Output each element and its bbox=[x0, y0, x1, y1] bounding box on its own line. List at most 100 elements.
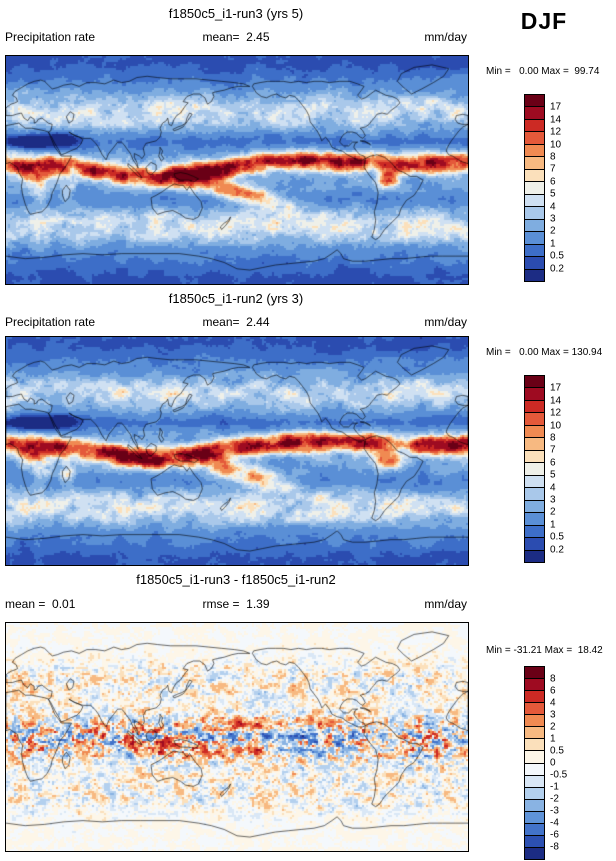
colorbar-tick-label: -0.5 bbox=[550, 769, 568, 781]
colorbar-segment bbox=[525, 106, 544, 119]
colorbar-segment bbox=[525, 449, 544, 463]
colorbar-segment bbox=[525, 810, 544, 823]
colorbar-tick-label: 6 bbox=[550, 176, 556, 188]
colorbar-tick-label: -1 bbox=[550, 781, 559, 793]
colorbar-segment bbox=[525, 487, 544, 500]
colorbar-segment bbox=[525, 424, 544, 438]
colorbar-tick-label: -4 bbox=[550, 817, 559, 829]
colorbar-tick-label: 1 bbox=[550, 519, 556, 531]
colorbar-segment bbox=[525, 256, 544, 269]
colorbar-segment bbox=[525, 231, 544, 244]
colorbar-tick-label: 8 bbox=[550, 432, 556, 444]
colorbar-segment bbox=[525, 834, 544, 847]
map-canvas-run3 bbox=[6, 56, 468, 284]
panel-2-mean-label: mean= 2.44 bbox=[202, 315, 270, 329]
colorbar-tick-label: 2 bbox=[550, 506, 556, 518]
panel-2-variable-label: Precipitation rate bbox=[5, 315, 96, 329]
colorbar-segment bbox=[525, 156, 544, 169]
colorbar-tick-label: 12 bbox=[550, 126, 562, 138]
colorbar-tick-label: -6 bbox=[550, 829, 559, 841]
panel-3-title: f1850c5_i1-run3 - f1850c5_i1-run2 bbox=[136, 572, 336, 587]
colorbar-tick-label: 0 bbox=[550, 757, 556, 769]
colorbar-tick-label: 1 bbox=[550, 238, 556, 250]
colorbar-tick-label: 7 bbox=[550, 444, 556, 456]
colorbar-segment bbox=[525, 118, 544, 132]
colorbar-tick-label: -2 bbox=[550, 793, 559, 805]
colorbar-tick-label: 7 bbox=[550, 163, 556, 175]
season-label: DJF bbox=[520, 8, 568, 34]
colorbar-tick-label: 3 bbox=[550, 494, 556, 506]
colorbar-segment bbox=[525, 376, 544, 388]
colorbar-tick-label: 2 bbox=[550, 225, 556, 237]
panel-1-map bbox=[5, 55, 469, 285]
map-canvas-difference bbox=[6, 623, 468, 851]
colorbar-segment bbox=[525, 387, 544, 400]
colorbar-tick-label: 8 bbox=[550, 151, 556, 163]
colorbar-tick-label: 4 bbox=[550, 697, 556, 709]
colorbar-tick-label: 14 bbox=[550, 395, 562, 407]
colorbar bbox=[524, 94, 545, 282]
colorbar-labels: 17 14 12 10 8 7 6 5 4 3 2 1 0.5 0.2 bbox=[550, 376, 586, 562]
panel-1-variable-label: Precipitation rate bbox=[5, 30, 96, 44]
colorbar-segment bbox=[525, 678, 544, 691]
colorbar-tick-label: 4 bbox=[550, 482, 556, 494]
colorbar-segment bbox=[525, 206, 544, 219]
panel-1-range-label: Min = 0.00 Max = 99.74 bbox=[486, 66, 600, 77]
colorbar-segment bbox=[525, 193, 544, 207]
panel-2-range-label: Min = 0.00 Max = 130.94 bbox=[486, 347, 603, 358]
colorbar-segment bbox=[525, 537, 544, 550]
panel-3-rmse-label: rmse = 1.39 bbox=[202, 597, 270, 611]
colorbar-segment bbox=[525, 786, 544, 799]
colorbar bbox=[524, 666, 545, 860]
colorbar-labels: 8 6 4 3 2 1 0.5 0 -0.5 -1 -2 -3 -4 -6 -8 bbox=[550, 667, 586, 859]
colorbar-tick-label: 0.5 bbox=[550, 250, 564, 262]
colorbar-tick-label: 8 bbox=[550, 673, 556, 685]
colorbar-segment bbox=[525, 168, 544, 182]
colorbar-segment bbox=[525, 702, 544, 715]
colorbar-segment bbox=[525, 412, 544, 425]
colorbar-tick-label: 17 bbox=[550, 382, 562, 394]
panel-2-title: f1850c5_i1-run2 (yrs 3) bbox=[168, 291, 304, 306]
panel-3-map bbox=[5, 622, 469, 852]
colorbar-tick-label: 1 bbox=[550, 733, 556, 745]
map-canvas-run2 bbox=[6, 337, 468, 565]
colorbar-segment bbox=[525, 714, 544, 727]
panel-3-mean-label: mean = 0.01 bbox=[5, 597, 76, 611]
colorbar-tick-label: 2 bbox=[550, 721, 556, 733]
colorbar-segment bbox=[525, 846, 544, 859]
colorbar-segment bbox=[525, 95, 544, 107]
colorbar-tick-label: 0.5 bbox=[550, 745, 564, 757]
colorbar-tick-label: 4 bbox=[550, 201, 556, 213]
colorbar-tick-label: -3 bbox=[550, 805, 559, 817]
colorbar-tick-label: 5 bbox=[550, 469, 556, 481]
colorbar-segment bbox=[525, 131, 544, 144]
colorbar-segment bbox=[525, 143, 544, 157]
colorbar-segment bbox=[525, 822, 544, 835]
panel-2-units-label: mm/day bbox=[424, 315, 467, 329]
colorbar-segment bbox=[525, 762, 544, 775]
colorbar-segment bbox=[525, 738, 544, 751]
colorbar-segment bbox=[525, 774, 544, 787]
panel-3-range-label: Min = -31.21 Max = 18.42 bbox=[486, 645, 603, 656]
colorbar-segment bbox=[525, 512, 544, 525]
colorbar-tick-label: 10 bbox=[550, 420, 562, 432]
colorbar-segment bbox=[525, 499, 544, 513]
colorbar-tick-label: 3 bbox=[550, 213, 556, 225]
colorbar-segment bbox=[525, 474, 544, 488]
panel-3-units-label: mm/day bbox=[424, 597, 467, 611]
panel-1-mean-label: mean= 2.45 bbox=[202, 30, 270, 44]
colorbar-tick-label: -8 bbox=[550, 841, 559, 853]
colorbar-labels: 17 14 12 10 8 7 6 5 4 3 2 1 0.5 0.2 bbox=[550, 95, 586, 281]
colorbar-tick-label: 6 bbox=[550, 457, 556, 469]
panel-1-units-label: mm/day bbox=[424, 30, 467, 44]
colorbar-tick-label: 17 bbox=[550, 101, 562, 113]
colorbar-segment bbox=[525, 243, 544, 257]
panel-1-colorbar: 17 14 12 10 8 7 6 5 4 3 2 1 0.5 0.2 bbox=[524, 94, 588, 282]
colorbar-segment bbox=[525, 726, 544, 739]
colorbar-segment bbox=[525, 524, 544, 538]
colorbar-tick-label: 6 bbox=[550, 685, 556, 697]
panel-2-map bbox=[5, 336, 469, 566]
colorbar-segment bbox=[525, 181, 544, 194]
colorbar-segment bbox=[525, 798, 544, 811]
